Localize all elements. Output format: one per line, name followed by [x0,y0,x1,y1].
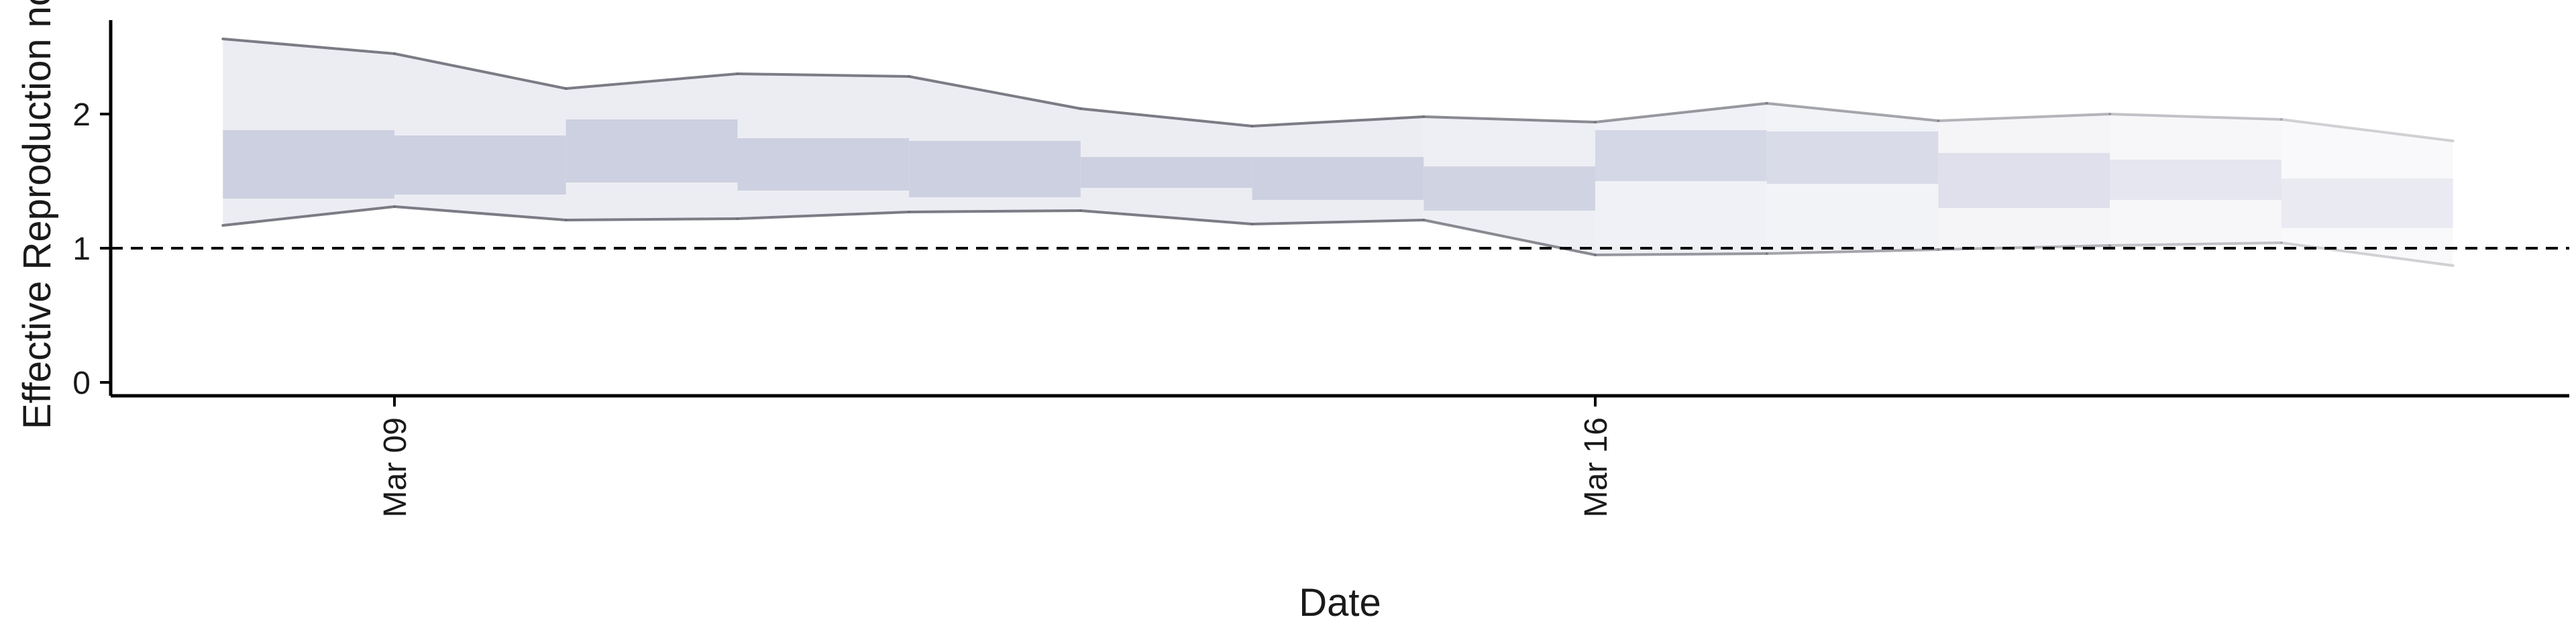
band-95-segment [1938,114,2110,250]
band-50-segment [1766,131,1939,184]
credible-interval-bound-lines [221,38,2455,267]
band-50-segment [566,119,738,182]
band-50-segment [223,130,394,199]
y-tick-label: 0 [72,366,91,401]
band-50-segment [909,141,1081,197]
lower-bound-segment [2108,241,2283,247]
band-50-segment [737,138,910,191]
upper-bound-segment [1250,115,1426,127]
y-tick-label: 1 [72,231,91,267]
lower-bound-segment [1250,219,1426,225]
upper-bound-segment [736,72,911,78]
upper-bound-segment [908,75,1082,110]
upper-bound-segment [1079,107,1254,127]
band-50-segment [1938,153,2110,208]
y-axis-title: Effective Reproduction no. [15,0,59,429]
band-50-segment [2110,160,2282,200]
axes [100,20,2569,407]
band-50-segment [1595,130,1767,181]
band-50-segment [1252,157,1424,200]
credible-interval-bands [223,39,2453,266]
band-95-segment [2281,119,2453,266]
band-50-segment [1080,157,1252,188]
band-95-segment [2110,114,2282,246]
lower-bound-segment [221,205,396,227]
band-50-segment [394,136,566,195]
x-tick-label: Mar 09 [378,417,413,517]
lower-bound-segment [1079,209,1254,225]
lower-bound-segment [393,205,568,221]
upper-bound-segment [221,38,396,55]
upper-bound-segment [1937,113,2112,122]
x-axis-title: Date [1299,581,1381,625]
upper-bound-segment [1765,102,1940,122]
upper-bound-segment [393,52,568,90]
lower-bound-segment [1594,252,1768,256]
lower-bound-segment [564,217,739,221]
lower-bound-segment [908,209,1082,213]
lower-bound-segment [1765,248,1940,255]
lower-bound-segment [2279,241,2455,267]
y-tick-label: 2 [72,97,91,133]
band-50-segment [1424,166,1595,211]
lower-bound-segment [736,211,911,220]
tick-labels: 0 1 2 Mar 09 Mar 16 [72,97,1614,517]
upper-bound-segment [1422,115,1597,123]
band-50-segment [2281,178,2453,228]
upper-bound-segment [2279,118,2455,142]
upper-bound-segment [2108,113,2283,121]
x-tick-label: Mar 16 [1578,417,1614,517]
upper-bound-segment [1594,102,1768,123]
upper-bound-segment [564,72,739,90]
